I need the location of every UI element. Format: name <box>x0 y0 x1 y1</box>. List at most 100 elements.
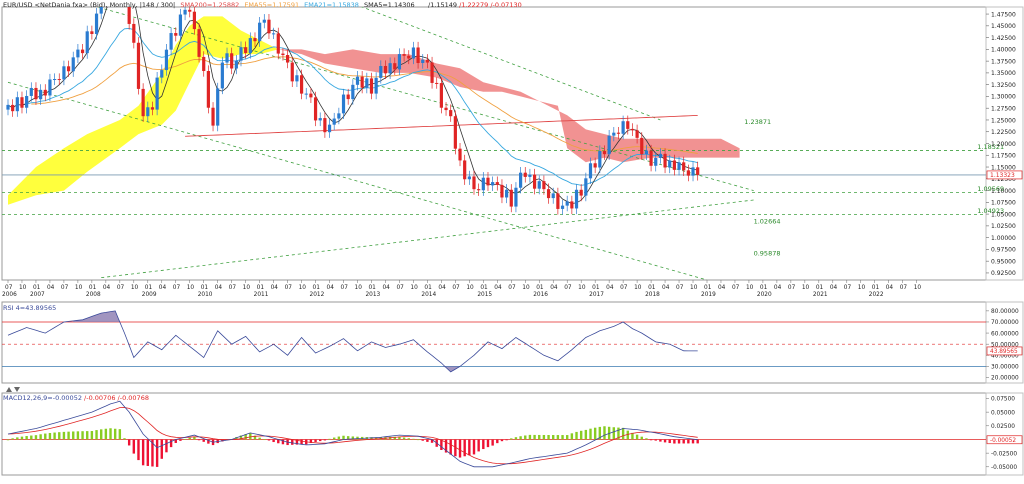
candle <box>90 31 94 34</box>
rsi-current-box <box>986 346 1023 356</box>
month-label: 10 <box>690 285 698 291</box>
macd-histogram-bar <box>267 439 271 441</box>
month-label: 04 <box>215 285 223 291</box>
price-tick-label: 1.37500 <box>991 58 1016 65</box>
month-label: 01 <box>704 285 712 291</box>
candle <box>379 65 383 78</box>
macd-histogram-bar <box>393 436 396 440</box>
candle <box>672 160 676 170</box>
candle <box>351 84 355 100</box>
macd-histogram-bar <box>174 439 177 443</box>
candle <box>397 54 402 70</box>
candle <box>262 19 266 23</box>
macd-histogram-bar <box>430 439 434 443</box>
macd-histogram-bar <box>696 439 699 444</box>
price-tick-label: 1.10000 <box>991 188 1016 195</box>
rsi-axis-panel <box>985 301 1024 384</box>
macd-histogram-bar <box>160 439 163 459</box>
rsi-tick-label: 40.00000 <box>991 353 1019 359</box>
price-tick-label: 1.30000 <box>991 94 1016 101</box>
candle <box>355 76 360 85</box>
price-tick-label: 1.12500 <box>991 176 1016 183</box>
candle <box>244 47 248 53</box>
candle <box>682 162 686 171</box>
macd-histogram-bar <box>444 439 448 453</box>
month-label: 07 <box>788 285 796 291</box>
year-label: 2009 <box>142 292 157 298</box>
candle <box>220 62 224 89</box>
candle <box>299 75 304 94</box>
price-tick-label: 1.25000 <box>991 117 1016 124</box>
price-tick-label: 1.20000 <box>991 141 1016 148</box>
rsi-overbought-fill <box>73 310 125 322</box>
candle <box>607 135 611 155</box>
year-label: 2011 <box>254 292 269 298</box>
candle <box>20 97 24 108</box>
macd-histogram-bar <box>291 439 294 445</box>
macd-histogram-bar <box>86 431 89 440</box>
candle <box>621 121 625 134</box>
candle <box>318 118 322 121</box>
month-label: 07 <box>676 285 684 291</box>
candle <box>295 75 299 82</box>
candle <box>337 113 341 119</box>
year-label: 2018 <box>645 292 660 298</box>
macd-histogram-bar <box>649 439 653 441</box>
candle <box>393 63 397 70</box>
rsi-tick-label: 70.00000 <box>991 320 1019 326</box>
macd-histogram-bar <box>39 434 42 440</box>
macd-panel <box>1 392 987 476</box>
candle <box>374 77 378 94</box>
month-label: 07 <box>452 285 460 291</box>
candle <box>551 193 555 199</box>
macd-histogram-bar <box>496 439 499 444</box>
month-label: 07 <box>900 285 908 291</box>
rsi-tick-label: 20.00000 <box>991 376 1019 382</box>
macd-histogram-bar <box>76 431 80 440</box>
candle <box>66 66 71 72</box>
month-label: 04 <box>382 285 390 291</box>
macd-histogram-bar <box>374 437 378 440</box>
macd-histogram-bar <box>30 435 33 440</box>
macd-histogram-bar <box>263 439 266 441</box>
price-tick-label: 0.97500 <box>991 247 1016 254</box>
macd-histogram-bar <box>179 439 182 441</box>
price-tick-label: 1.15000 <box>991 164 1016 171</box>
month-label: 07 <box>732 285 740 291</box>
candle <box>150 107 155 110</box>
year-label: 2020 <box>757 292 772 298</box>
candle <box>272 33 276 35</box>
price-tick-label: 1.00000 <box>991 235 1016 242</box>
candle <box>430 62 434 83</box>
price-tick-label: 0.95000 <box>991 258 1016 265</box>
collapse-arrows[interactable] <box>6 387 20 392</box>
candle <box>444 107 448 111</box>
macd-histogram-bar <box>454 439 457 457</box>
candle <box>76 49 80 58</box>
candle <box>416 47 420 64</box>
macd-histogram-bar <box>314 439 317 442</box>
price-tick-label: 1.07500 <box>991 200 1016 207</box>
macd-histogram-bar <box>687 439 690 444</box>
candle <box>188 9 192 12</box>
macd-histogram-bar <box>449 439 452 455</box>
month-label: 10 <box>410 285 418 291</box>
candle <box>327 124 332 133</box>
macd-histogram-bar <box>90 431 94 440</box>
macd-line <box>7 400 698 468</box>
price-plot <box>2 7 986 280</box>
month-label: 04 <box>830 285 838 291</box>
price-tick-label: 1.45000 <box>991 23 1016 30</box>
rsi-tick-label: 50.00000 <box>991 342 1019 348</box>
candle <box>43 89 47 96</box>
macd-histogram-bar <box>239 435 243 440</box>
macd-histogram-bar <box>141 439 145 466</box>
macd-current-box <box>986 435 1023 445</box>
month-label: 10 <box>634 285 642 291</box>
candle <box>616 132 621 134</box>
candle <box>248 38 252 53</box>
candle <box>174 33 178 36</box>
macd-histogram-bar <box>58 432 61 440</box>
macd-histogram-bar <box>11 438 14 440</box>
macd-histogram-bar <box>207 439 210 444</box>
